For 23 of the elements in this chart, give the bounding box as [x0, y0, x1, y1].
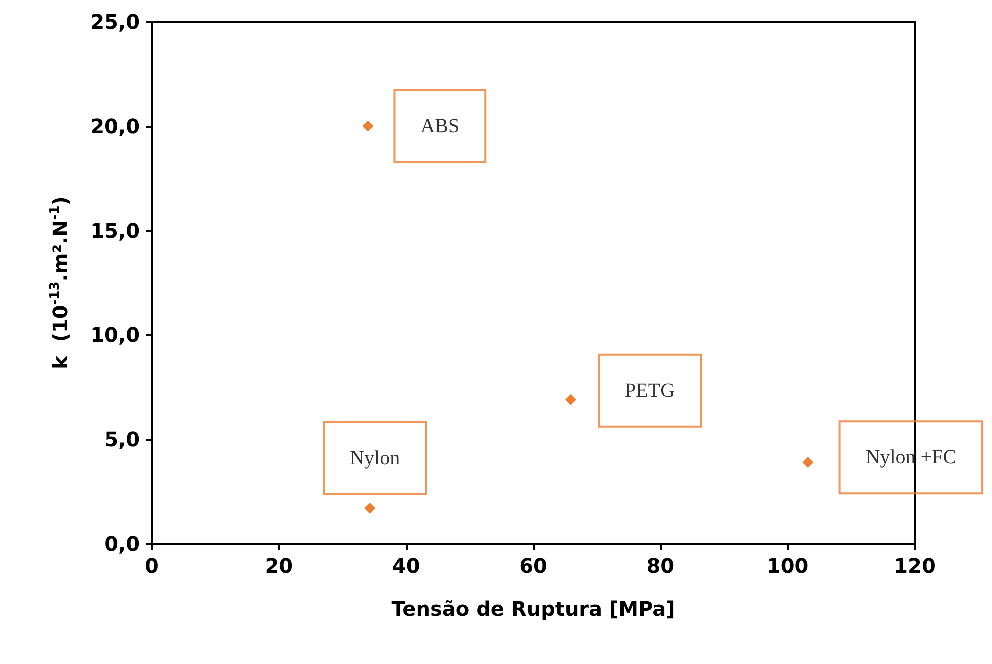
x-tick-label: 20 [265, 554, 294, 578]
annotation: PETG [625, 380, 676, 402]
x-tick-label: 80 [646, 554, 675, 578]
x-tick-label: 120 [894, 554, 936, 578]
y-tick-label: 10,0 [90, 323, 140, 348]
annotation: Nylon [350, 448, 400, 470]
point [362, 120, 374, 132]
point [364, 503, 376, 514]
annotation: Nylon +FC [866, 446, 957, 469]
point [802, 457, 814, 468]
y-tick-label: 0,0 [104, 532, 140, 556]
y-tick-label: 5,0 [104, 428, 140, 452]
y-axis-title: k (10-13.m².N-1) [48, 196, 72, 370]
x-tick-label: 60 [520, 554, 548, 578]
y-tick-label: 25,0 [90, 10, 140, 34]
x-tick-label: 40 [392, 554, 420, 578]
x-axis-title: Tensão de Ruptura [MPa] [392, 597, 676, 621]
annotation: ABS [420, 115, 460, 138]
y-tick-label: 20,0 [90, 114, 140, 138]
x-tick-label: 100 [766, 554, 809, 578]
x-tick-label: 0 [145, 554, 159, 578]
point [566, 394, 577, 406]
y-tick-label: 15,0 [90, 218, 140, 243]
